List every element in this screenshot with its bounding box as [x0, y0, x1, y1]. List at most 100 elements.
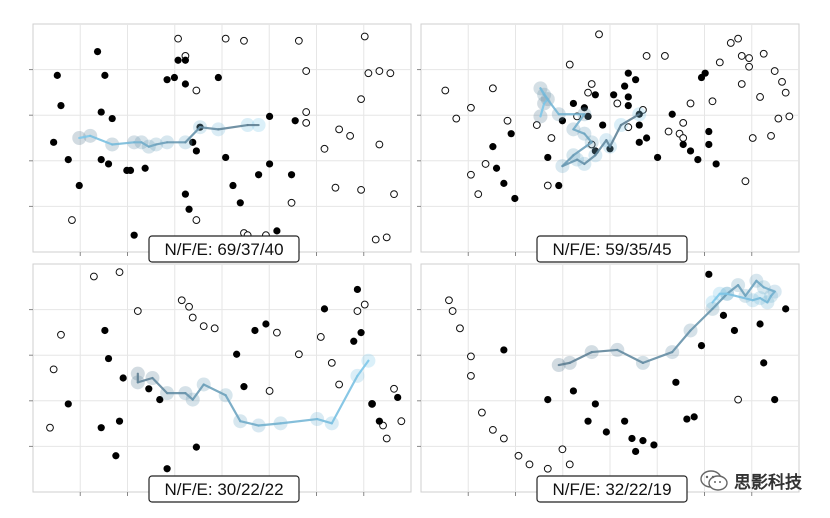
hollow-point: [726, 39, 735, 47]
filled-point: [101, 326, 109, 335]
count-label: N/F/E: 69/37/40: [164, 240, 283, 259]
filled-point: [181, 80, 189, 88]
filled-point: [558, 117, 567, 125]
hollow-point: [382, 434, 391, 443]
hollow-point: [294, 350, 303, 359]
hollow-point: [532, 121, 541, 129]
hollow-point: [265, 387, 274, 395]
trajectory-segment: [202, 383, 227, 397]
trajectory-segment: [184, 392, 194, 401]
filled-point: [621, 82, 629, 90]
filled-point: [650, 441, 658, 449]
filled-point: [50, 138, 58, 146]
hollow-point: [613, 99, 622, 108]
filled-point: [635, 121, 643, 129]
hollow-point: [686, 99, 695, 108]
hollow-point: [778, 77, 786, 86]
hollow-point: [467, 352, 475, 361]
trajectory-segment: [224, 394, 242, 423]
hollow-point: [375, 140, 384, 149]
filled-point: [569, 99, 578, 108]
trajectory-segment: [257, 422, 282, 427]
filled-point: [115, 417, 124, 425]
trajectory-segment: [557, 361, 571, 367]
trajectory-segment: [217, 123, 249, 131]
filled-point: [507, 130, 515, 138]
hollow-point: [353, 307, 362, 315]
hollow-point: [785, 112, 794, 121]
filled-point: [255, 171, 263, 179]
trajectory-segment: [561, 158, 579, 168]
filled-point: [112, 452, 120, 460]
filled-point: [192, 147, 200, 155]
filled-point: [602, 428, 610, 436]
hollow-point: [320, 144, 329, 153]
filled-point: [712, 160, 720, 168]
filled-point: [189, 138, 197, 146]
filled-point: [624, 102, 632, 110]
hollow-point: [558, 445, 567, 454]
trajectory-segment: [151, 376, 169, 395]
hollow-point: [273, 328, 281, 337]
filled-point: [233, 350, 241, 358]
filled-point: [97, 156, 105, 164]
hollow-point: [584, 88, 592, 97]
filled-point: [544, 396, 552, 404]
hollow-point: [499, 434, 508, 443]
filled-point: [621, 417, 629, 425]
hollow-point: [335, 380, 344, 389]
hollow-point: [503, 116, 512, 125]
wechat-icon: [700, 469, 728, 491]
hollow-point: [543, 464, 552, 473]
filled-point: [236, 199, 244, 207]
trajectory-segment: [356, 359, 370, 377]
trajectory-segment: [316, 417, 333, 425]
filled-point: [624, 69, 632, 77]
trajectory-segment: [572, 141, 593, 157]
filled-point: [771, 396, 779, 404]
filled-point: [287, 171, 296, 179]
hollow-point: [115, 268, 124, 277]
trajectory-segment: [758, 296, 769, 304]
hollow-point: [221, 34, 230, 43]
trajectory-segment: [583, 132, 593, 144]
hollow-point: [302, 118, 311, 127]
trajectory-segment: [539, 102, 546, 118]
hollow-point: [642, 52, 651, 60]
count-label-box: [148, 235, 300, 263]
filled-point: [584, 417, 592, 425]
trajectory-segment: [594, 139, 608, 157]
hollow-point: [448, 307, 457, 315]
trajectory-segment: [608, 123, 623, 148]
hollow-point: [679, 118, 688, 127]
filled-point: [683, 415, 691, 423]
trajectory-segment: [572, 128, 586, 135]
filled-point: [101, 71, 109, 79]
filled-point: [53, 71, 61, 79]
filled-point: [119, 374, 127, 382]
filled-point: [686, 147, 695, 155]
filled-point: [368, 400, 376, 408]
hollow-point: [467, 371, 475, 380]
filled-point: [97, 424, 105, 432]
hollow-point: [188, 313, 197, 322]
hollow-point: [390, 190, 398, 199]
filled-point: [320, 305, 329, 313]
filled-point: [635, 138, 643, 146]
trajectory-segment: [572, 113, 586, 131]
filled-point: [599, 121, 607, 129]
hollow-point: [302, 108, 311, 116]
hollow-point: [595, 30, 603, 39]
filled-point: [229, 181, 237, 190]
trajectory-segment: [184, 126, 202, 144]
filled-point: [719, 311, 728, 319]
hollow-point: [664, 127, 673, 136]
hollow-point: [708, 97, 717, 106]
hollow-point: [456, 324, 464, 333]
filled-point: [251, 326, 259, 335]
hollow-point: [335, 125, 344, 134]
hollow-point: [774, 114, 783, 123]
trajectory-segment: [689, 307, 714, 332]
hollow-point: [445, 296, 453, 305]
filled-point: [632, 447, 640, 456]
